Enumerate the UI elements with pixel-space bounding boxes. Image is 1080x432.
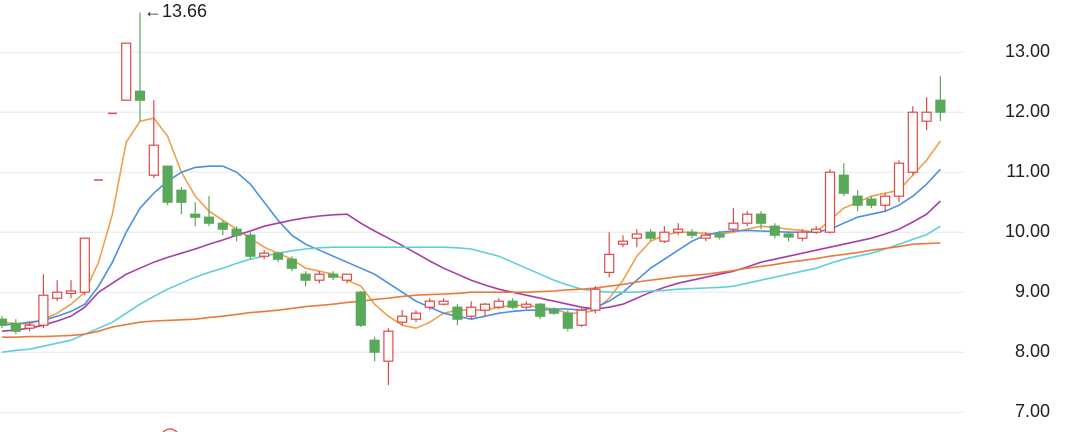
annotation: ←13.66 <box>144 1 207 21</box>
candle-body <box>190 213 201 218</box>
candle-body <box>686 231 698 236</box>
candle-body <box>176 189 187 203</box>
y-tick-label: 7.00 <box>1015 401 1050 421</box>
y-tick-label: 9.00 <box>1015 281 1050 301</box>
candle-body <box>521 303 532 308</box>
y-tick-label: 12.00 <box>1005 101 1050 121</box>
ma-line <box>1 225 941 353</box>
y-tick-label: 10.00 <box>1005 221 1050 241</box>
candle-body <box>714 233 725 238</box>
ma-line <box>1 200 941 332</box>
candle-body <box>341 273 353 281</box>
candle-body <box>590 288 601 311</box>
candle-body <box>893 162 905 197</box>
candle-body <box>0 318 8 326</box>
candle-body <box>811 228 822 233</box>
candle-body <box>535 303 546 317</box>
candle-body <box>604 253 615 273</box>
y-tick-label: 8.00 <box>1015 341 1050 361</box>
candle-body <box>148 144 159 176</box>
candle-body <box>783 233 794 238</box>
candle-body <box>880 195 891 206</box>
candle-body <box>162 165 173 203</box>
candle-body <box>52 291 63 299</box>
candle-body <box>742 213 753 224</box>
candle-body <box>286 258 297 269</box>
candle-body <box>728 222 739 230</box>
candle-body <box>921 111 932 122</box>
candle-body <box>328 273 339 278</box>
candle-body <box>797 231 808 239</box>
candle-body <box>631 233 642 239</box>
candle-body <box>10 322 21 332</box>
candle-body <box>824 171 836 233</box>
ma-line <box>2 242 941 338</box>
ma-line <box>1 117 942 330</box>
y-tick-label: 13.00 <box>1005 41 1050 61</box>
candle-body <box>507 300 518 308</box>
candle-body <box>438 300 449 305</box>
candle-body <box>410 312 422 320</box>
candle-body <box>355 291 366 326</box>
y-tick-label: 11.00 <box>1006 161 1050 181</box>
candle-body <box>272 252 284 260</box>
candle-body <box>369 339 380 353</box>
candle-body <box>907 111 918 173</box>
candle-body <box>755 213 767 224</box>
candle-body <box>466 306 477 317</box>
candle-body <box>673 228 684 233</box>
candle-body <box>245 234 256 257</box>
candle-body <box>576 309 587 326</box>
candle-body <box>659 231 670 242</box>
icon <box>162 428 178 432</box>
candle-body <box>231 228 242 236</box>
candle-body <box>645 231 656 239</box>
candle-body <box>397 315 408 323</box>
candle-body <box>24 324 35 329</box>
candle-body <box>217 222 228 230</box>
candle-body <box>700 234 711 239</box>
candle-body <box>935 99 946 113</box>
candle-body <box>383 330 394 362</box>
candle-body <box>479 303 491 311</box>
candle-body <box>424 300 435 308</box>
candle-body <box>203 216 215 224</box>
candle-body <box>562 312 573 329</box>
candle-body <box>838 174 849 194</box>
candle-body <box>866 198 877 206</box>
candle-body <box>65 290 77 294</box>
candle-body <box>38 294 49 326</box>
candle-body <box>79 237 90 293</box>
candle-body <box>452 306 463 320</box>
candle-body <box>134 90 146 101</box>
candle-body <box>617 240 629 245</box>
candle-body <box>548 309 560 314</box>
candle-body <box>300 273 311 281</box>
candle-body <box>314 273 325 281</box>
candle-body <box>852 195 863 206</box>
candle-body <box>121 42 132 101</box>
candle-body <box>493 300 504 308</box>
candle-body <box>769 225 780 236</box>
candle-body <box>259 252 270 257</box>
